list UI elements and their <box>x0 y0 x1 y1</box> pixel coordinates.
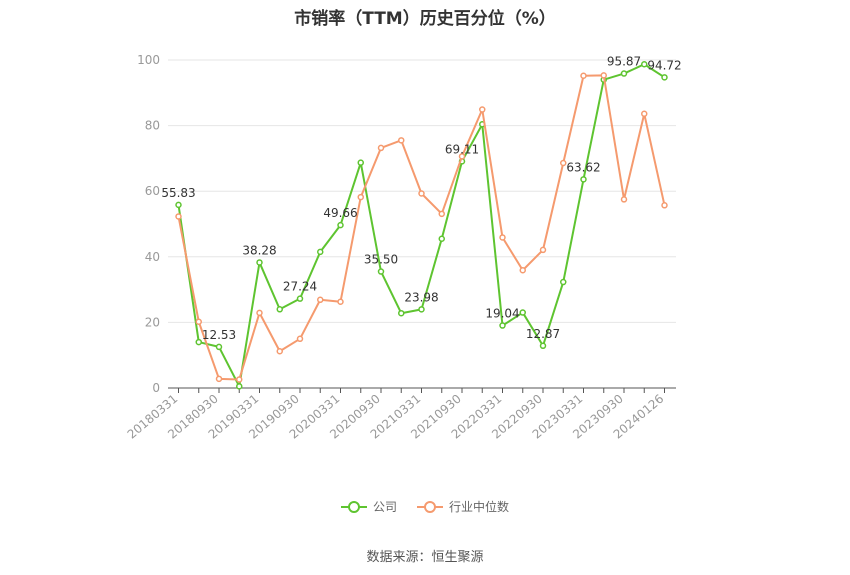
data-point <box>479 106 486 113</box>
y-tick-label: 0 <box>152 381 160 395</box>
data-point <box>296 335 304 343</box>
y-tick-label: 60 <box>145 184 160 198</box>
data-point <box>317 296 324 304</box>
data-point <box>175 201 182 209</box>
data-point <box>560 159 567 167</box>
legend: 公司 行业中位数 <box>0 498 850 515</box>
data-point <box>620 70 628 77</box>
data-point <box>499 234 506 241</box>
legend-line-marker-icon <box>340 500 367 514</box>
data-point <box>641 61 648 68</box>
data-point <box>398 309 405 317</box>
data-point <box>600 72 607 79</box>
data-point <box>377 268 385 275</box>
data-point <box>418 306 425 313</box>
data-point <box>620 196 628 203</box>
data-label: 23.98 <box>404 290 438 304</box>
y-tick-label: 100 <box>137 53 160 67</box>
data-point <box>236 376 243 383</box>
data-point <box>661 74 668 81</box>
data-point <box>580 176 587 183</box>
data-point <box>357 159 364 166</box>
data-label-layer: 55.83 12.53 38.28 27.24 49.66 35.50 23.98 69.11… <box>161 55 681 342</box>
axis-layer: 0204060801002018033120180930201903312019… <box>125 53 676 442</box>
data-point <box>337 298 344 305</box>
chart-title: 市销率（TTM）历史百分位（%） <box>294 9 556 29</box>
data-point <box>519 309 526 316</box>
data-point <box>398 137 405 144</box>
data-point <box>296 295 304 302</box>
y-tick-label: 80 <box>145 119 160 133</box>
data-label: 63.62 <box>566 160 600 174</box>
data-point <box>438 235 445 243</box>
legend-line-marker-icon <box>417 500 443 514</box>
data-label: 49.66 <box>323 206 357 220</box>
data-label: 38.28 <box>242 243 276 257</box>
series-layer <box>175 61 668 390</box>
data-point <box>641 110 648 118</box>
data-point <box>539 246 547 254</box>
data-label: 19.04 <box>485 307 519 321</box>
data-point <box>418 190 425 197</box>
data-label: 94.72 <box>647 58 681 72</box>
data-point <box>256 309 263 317</box>
data-label: 55.83 <box>161 186 195 200</box>
data-point <box>357 193 364 201</box>
legend-item-industry-median[interactable]: 行业中位数 <box>417 498 509 515</box>
data-point <box>236 383 243 390</box>
data-point <box>195 338 202 346</box>
data-point <box>519 266 526 274</box>
data-point <box>499 322 506 329</box>
data-point <box>215 375 223 383</box>
data-point <box>195 318 202 325</box>
legend-item-company[interactable]: 公司 <box>340 498 397 515</box>
data-label: 35.50 <box>364 253 398 267</box>
data-point <box>276 348 283 355</box>
y-tick-label: 20 <box>145 315 160 329</box>
data-point <box>377 144 385 152</box>
series-line <box>177 74 666 381</box>
data-label: 12.87 <box>526 327 560 341</box>
data-label: 12.53 <box>202 328 236 342</box>
data-label: 27.24 <box>283 280 317 294</box>
data-source-note: 数据来源：恒生聚源 <box>366 550 484 565</box>
data-point <box>580 72 587 79</box>
legend-label: 行业中位数 <box>449 500 510 514</box>
data-point <box>661 202 668 209</box>
data-point <box>560 278 567 286</box>
data-point <box>175 213 182 220</box>
data-point <box>276 306 283 313</box>
data-label: 95.87 <box>607 55 641 69</box>
data-point <box>539 342 547 350</box>
data-point <box>337 221 344 229</box>
data-point <box>256 259 263 266</box>
y-tick-label: 40 <box>145 250 160 264</box>
data-point <box>458 153 466 160</box>
data-point <box>215 343 223 351</box>
data-point <box>317 248 324 256</box>
legend-label: 公司 <box>372 500 397 514</box>
data-label: 69.11 <box>445 142 479 156</box>
data-point <box>438 210 445 218</box>
